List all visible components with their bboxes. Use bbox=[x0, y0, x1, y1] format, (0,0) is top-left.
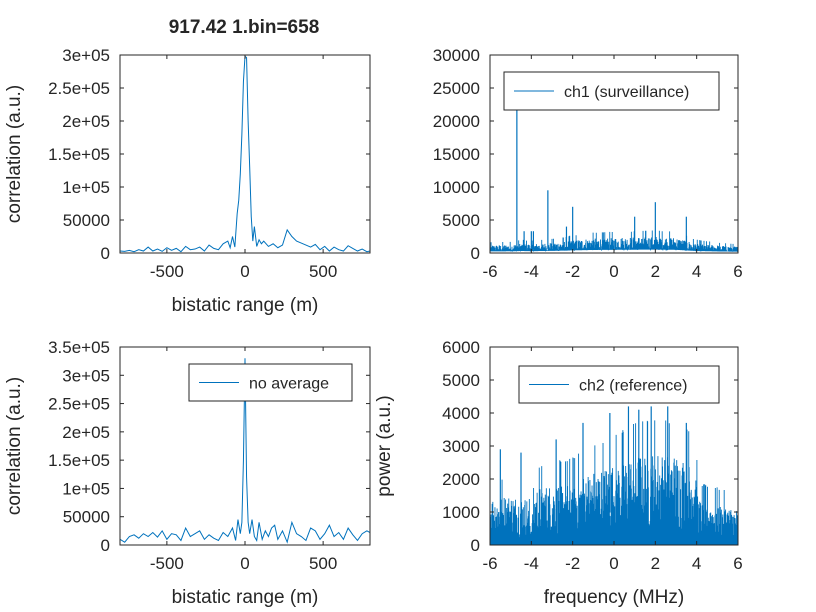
series-1 bbox=[490, 406, 738, 545]
series-spectrum bbox=[490, 420, 738, 545]
x-tick-label: 0 bbox=[240, 554, 249, 573]
y-tick-label: 2.5e+05 bbox=[48, 395, 110, 414]
legend-label: ch2 (reference) bbox=[579, 378, 688, 395]
x-axis-label: bistatic range (m) bbox=[172, 587, 319, 608]
x-tick-label: 500 bbox=[309, 554, 337, 573]
x-tick-label: 0 bbox=[609, 262, 618, 281]
y-tick-label: 3e+05 bbox=[62, 366, 110, 385]
series-1 bbox=[120, 358, 370, 544]
y-tick-label: 50000 bbox=[63, 508, 110, 527]
x-tick-label: 4 bbox=[692, 554, 701, 573]
y-tick-label: 2000 bbox=[442, 470, 480, 489]
y-tick-label: 20000 bbox=[433, 112, 480, 131]
y-tick-label: 5000 bbox=[442, 211, 480, 230]
x-axis-label: frequency (MHz) bbox=[544, 587, 684, 608]
x-tick-label: 6 bbox=[733, 262, 742, 281]
y-tick-label: 0 bbox=[471, 244, 480, 263]
legend-box bbox=[503, 71, 720, 111]
legend: ch1 (surveillance) bbox=[503, 71, 720, 111]
y-tick-label: 2e+05 bbox=[62, 423, 110, 442]
y-tick-label: 50000 bbox=[63, 211, 110, 230]
panel-bottom-right: -6 -4 -2 0 2 4 6 0 1000 2000 3000 4000 5000 6000 frequ… bbox=[374, 338, 743, 608]
y-tick-label: 15000 bbox=[433, 145, 480, 164]
x-tick-label: -6 bbox=[482, 262, 497, 281]
y-tick-label: 0 bbox=[471, 536, 480, 555]
legend-label: no average bbox=[249, 376, 329, 393]
y-axis-label: power (a.u.) bbox=[374, 395, 395, 496]
y-tick-label: 1e+05 bbox=[62, 479, 110, 498]
panel-bottom-left: -500 0 500 0 50000 1e+05 1.5e+05 2e+05 2.5e+05 3e… bbox=[4, 338, 371, 608]
x-tick-label: -500 bbox=[150, 262, 184, 281]
y-tick-label: 0 bbox=[101, 536, 110, 555]
x-tick-label: -500 bbox=[150, 554, 184, 573]
legend-label: ch1 (surveillance) bbox=[564, 84, 689, 101]
x-tick-label: -2 bbox=[565, 262, 580, 281]
x-tick-label: 2 bbox=[651, 554, 660, 573]
x-axis-label: bistatic range (m) bbox=[172, 295, 319, 316]
x-tick-label: 4 bbox=[692, 262, 701, 281]
x-tick-label: -4 bbox=[524, 262, 539, 281]
x-tick-label: -6 bbox=[482, 554, 497, 573]
legend: ch2 (reference) bbox=[518, 365, 720, 404]
series-line bbox=[120, 55, 370, 253]
y-tick-label: 1.5e+05 bbox=[48, 451, 110, 470]
y-tick-label: 1e+05 bbox=[62, 178, 110, 197]
y-tick-label: 4000 bbox=[442, 404, 480, 423]
y-axis-label: correlation (a.u.) bbox=[4, 85, 25, 223]
y-tick-label: 3.5e+05 bbox=[48, 338, 110, 357]
y-tick-label: 3e+05 bbox=[62, 46, 110, 65]
figure-title: 917.42 1.bin=658 bbox=[169, 17, 320, 38]
y-tick-label: 25000 bbox=[433, 79, 480, 98]
x-tick-label: -4 bbox=[524, 554, 539, 573]
y-tick-label: 0 bbox=[101, 244, 110, 263]
y-tick-label: 1000 bbox=[442, 503, 480, 522]
x-tick-label: 6 bbox=[733, 554, 742, 573]
y-tick-label: 6000 bbox=[442, 338, 480, 357]
y-tick-label: 2.5e+05 bbox=[48, 79, 110, 98]
x-tick-label: 0 bbox=[240, 262, 249, 281]
panel-top-right: -6 -4 -2 0 2 4 6 0 5000 10000 15000 20000 25000 30000… bbox=[433, 46, 743, 281]
series-1 bbox=[490, 104, 738, 252]
x-tick-label: -2 bbox=[565, 554, 580, 573]
panel-top-left: -500 0 500 0 50000 1e+05 1.5e+05 2e+05 2.5e+05 3e… bbox=[4, 46, 371, 316]
y-axis-label: correlation (a.u.) bbox=[4, 377, 25, 515]
series-1 bbox=[120, 55, 370, 253]
y-tick-label: 10000 bbox=[433, 178, 480, 197]
legend: no average bbox=[188, 363, 353, 402]
series-line bbox=[120, 358, 370, 544]
y-tick-label: 3000 bbox=[442, 437, 480, 456]
x-tick-label: 0 bbox=[609, 554, 618, 573]
y-tick-label: 2e+05 bbox=[62, 112, 110, 131]
y-tick-label: 1.5e+05 bbox=[48, 145, 110, 164]
x-tick-label: 2 bbox=[651, 262, 660, 281]
y-tick-label: 30000 bbox=[433, 46, 480, 65]
x-tick-label: 500 bbox=[309, 262, 337, 281]
y-tick-label: 5000 bbox=[442, 371, 480, 390]
